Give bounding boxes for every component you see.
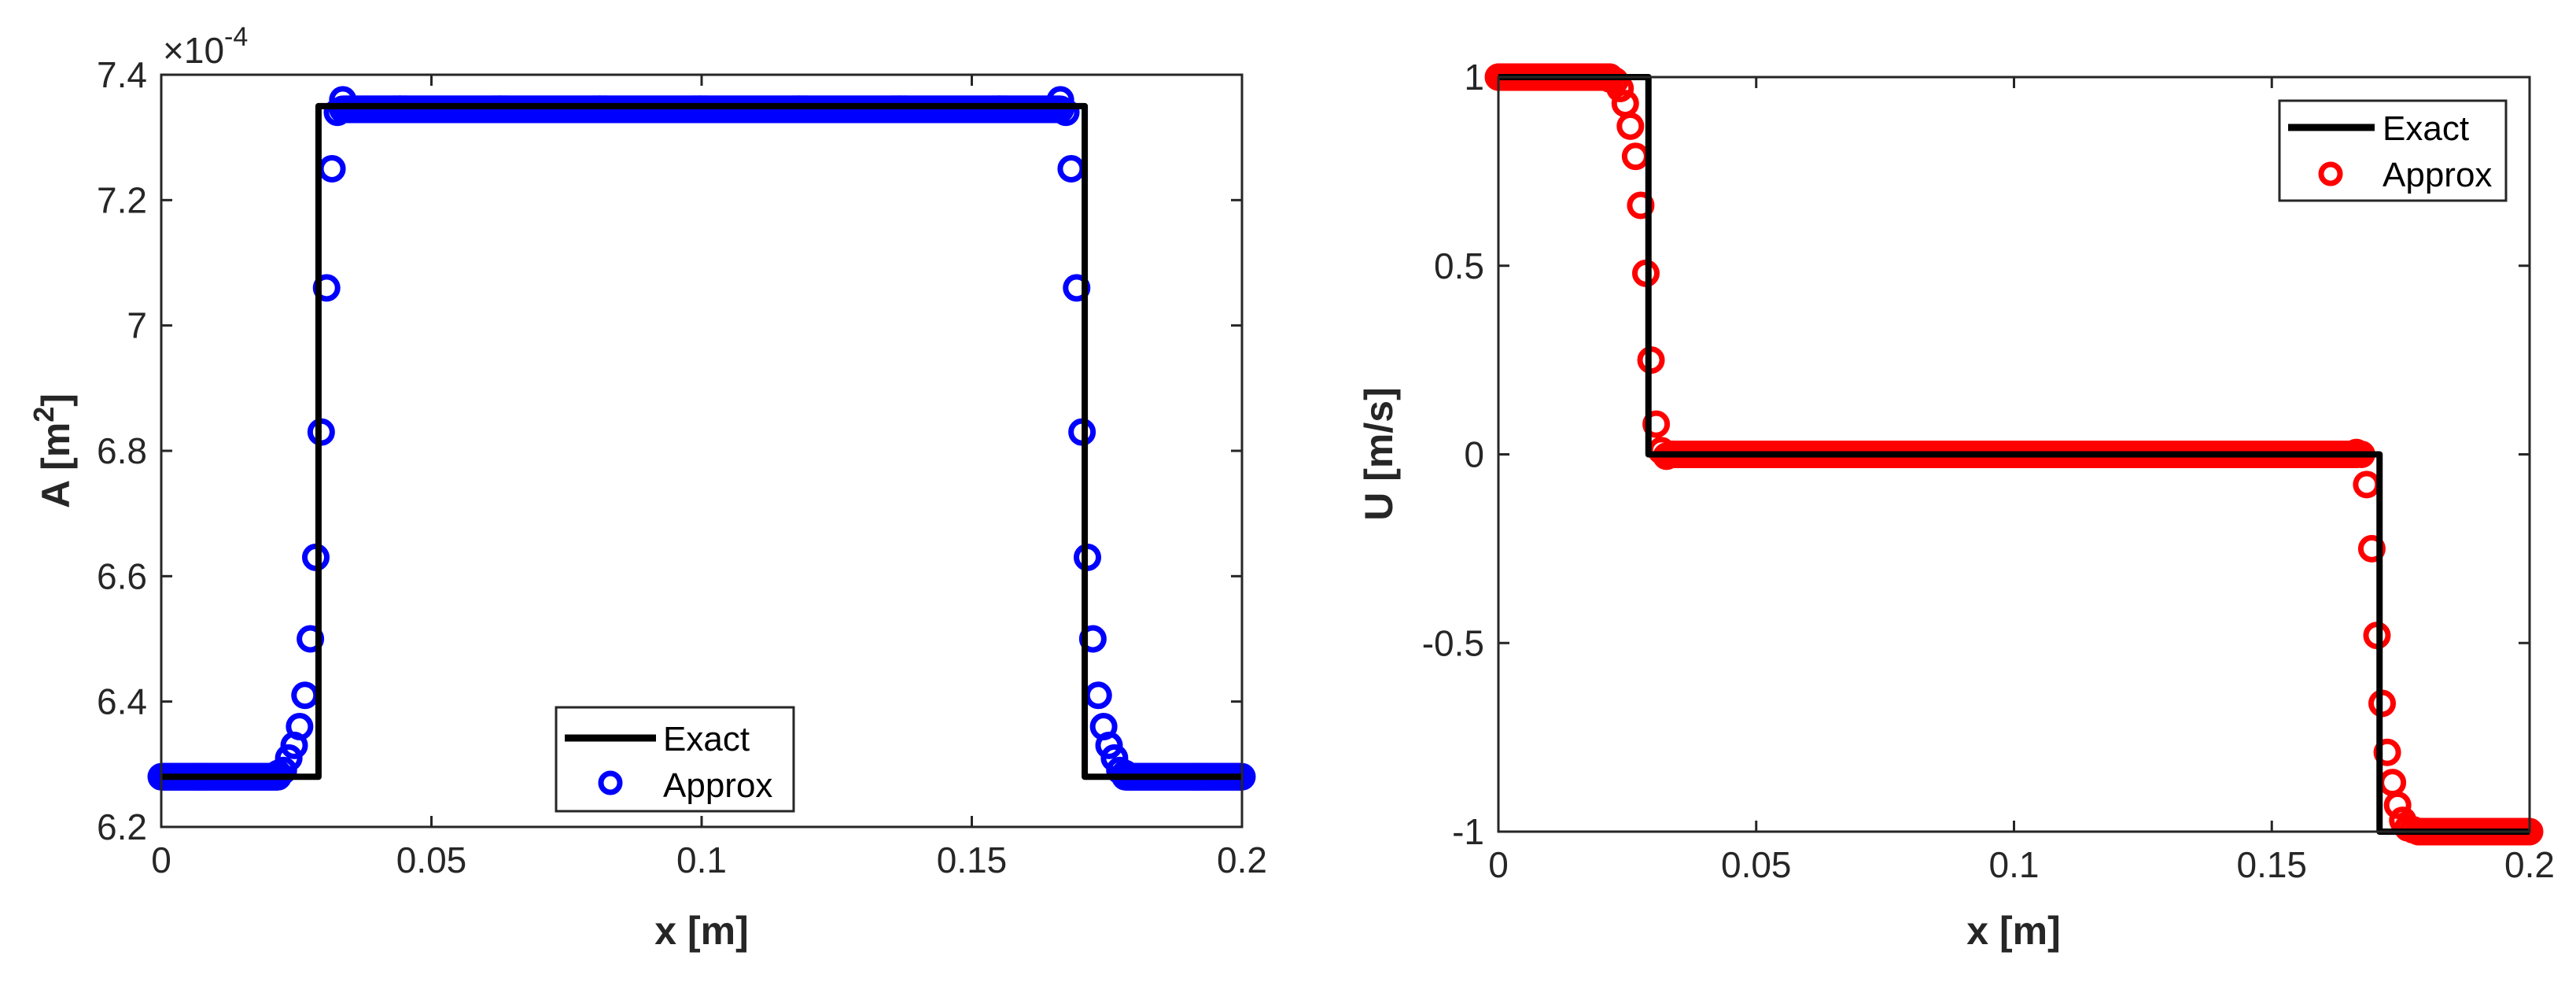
data-point-marker [286, 713, 314, 741]
y-tick-label: 7.4 [97, 54, 147, 95]
legend-circle-marker-icon [598, 770, 623, 795]
velocity-series [1484, 63, 2544, 846]
x-tick-label: 0.1 [676, 840, 727, 880]
y-axis-label-U: U [m/s] [1357, 387, 1401, 520]
data-point-marker [1052, 98, 1080, 127]
y-tick-label: 1 [1464, 57, 1484, 98]
data-point-marker [2353, 471, 2381, 499]
y-axis-label-A: A [m2] [28, 393, 78, 508]
exponent-label: ×10-4 [163, 22, 248, 71]
legend-circle-marker-icon [2318, 161, 2343, 186]
x-tick-label: 0 [151, 840, 171, 880]
legend-label-approx: Approx [663, 766, 772, 805]
y-tick-label: -1 [1452, 811, 1484, 852]
y-tick-label: -0.5 [1422, 622, 1484, 663]
data-point-marker [318, 155, 346, 183]
exact-line [161, 102, 1242, 780]
data-point-marker [2379, 769, 2407, 797]
x-tick-label: 0.1 [1989, 844, 2040, 885]
y-tick-label: 0.5 [1434, 245, 1484, 286]
y-tick-label: 7.2 [97, 179, 147, 220]
legend-label-exact: Exact [2383, 109, 2469, 148]
data-point-marker [2383, 791, 2412, 819]
area-chart-panel: 0 0.05 0.1 0.15 0.2 6.2 6.4 6.6 6.8 7 7.2 7.4 ×10-4… [28, 22, 1267, 953]
data-point-marker [2373, 738, 2401, 766]
velocity-chart-panel: 0 0.05 0.1 0.15 0.2 -1 -0.5 0 0.5 1 U [m/s] x [m]… [1357, 57, 2555, 953]
data-point-marker [1627, 191, 1655, 220]
x-tick-label: 0.15 [937, 840, 1008, 880]
y-tick-label: 6.4 [97, 681, 147, 722]
data-point-marker [1621, 142, 1649, 171]
right-axes-ticks: 0 0.05 0.1 0.15 0.2 -1 -0.5 0 0.5 1 [1422, 57, 2555, 885]
legend-A: Exact Approx [555, 706, 795, 813]
x-tick-label: 0 [1488, 844, 1509, 885]
left-axes-ticks: 0 0.05 0.1 0.15 0.2 6.2 6.4 6.6 6.8 7 7.2 7.4 [97, 54, 1267, 880]
legend-label-exact: Exact [663, 720, 750, 758]
data-point-marker [1057, 155, 1085, 183]
y-tick-label: 6.6 [97, 555, 147, 596]
x-tick-label: 0.05 [396, 840, 467, 880]
data-point-marker [1084, 681, 1112, 710]
x-axis-label-A: x [m] [654, 909, 748, 953]
legend-U: Exact Approx [2278, 99, 2508, 202]
x-tick-label: 0.2 [2504, 844, 2555, 885]
data-point-marker [291, 681, 319, 710]
y-tick-label: 7 [127, 305, 147, 346]
y-tick-label: 0 [1464, 434, 1484, 475]
y-tick-label: 6.8 [97, 430, 147, 471]
data-point-marker [2357, 534, 2386, 563]
area-series [147, 86, 1256, 791]
x-axis-label-U: x [m] [1966, 909, 2060, 953]
y-tick-label: 6.2 [97, 806, 147, 847]
x-tick-label: 0.15 [2236, 844, 2307, 885]
legend-label-approx: Approx [2383, 156, 2492, 194]
data-point-marker [1616, 112, 1645, 140]
x-tick-label: 0.05 [1721, 844, 1792, 885]
x-tick-label: 0.2 [1217, 840, 1267, 880]
data-point-marker [1642, 410, 1671, 438]
